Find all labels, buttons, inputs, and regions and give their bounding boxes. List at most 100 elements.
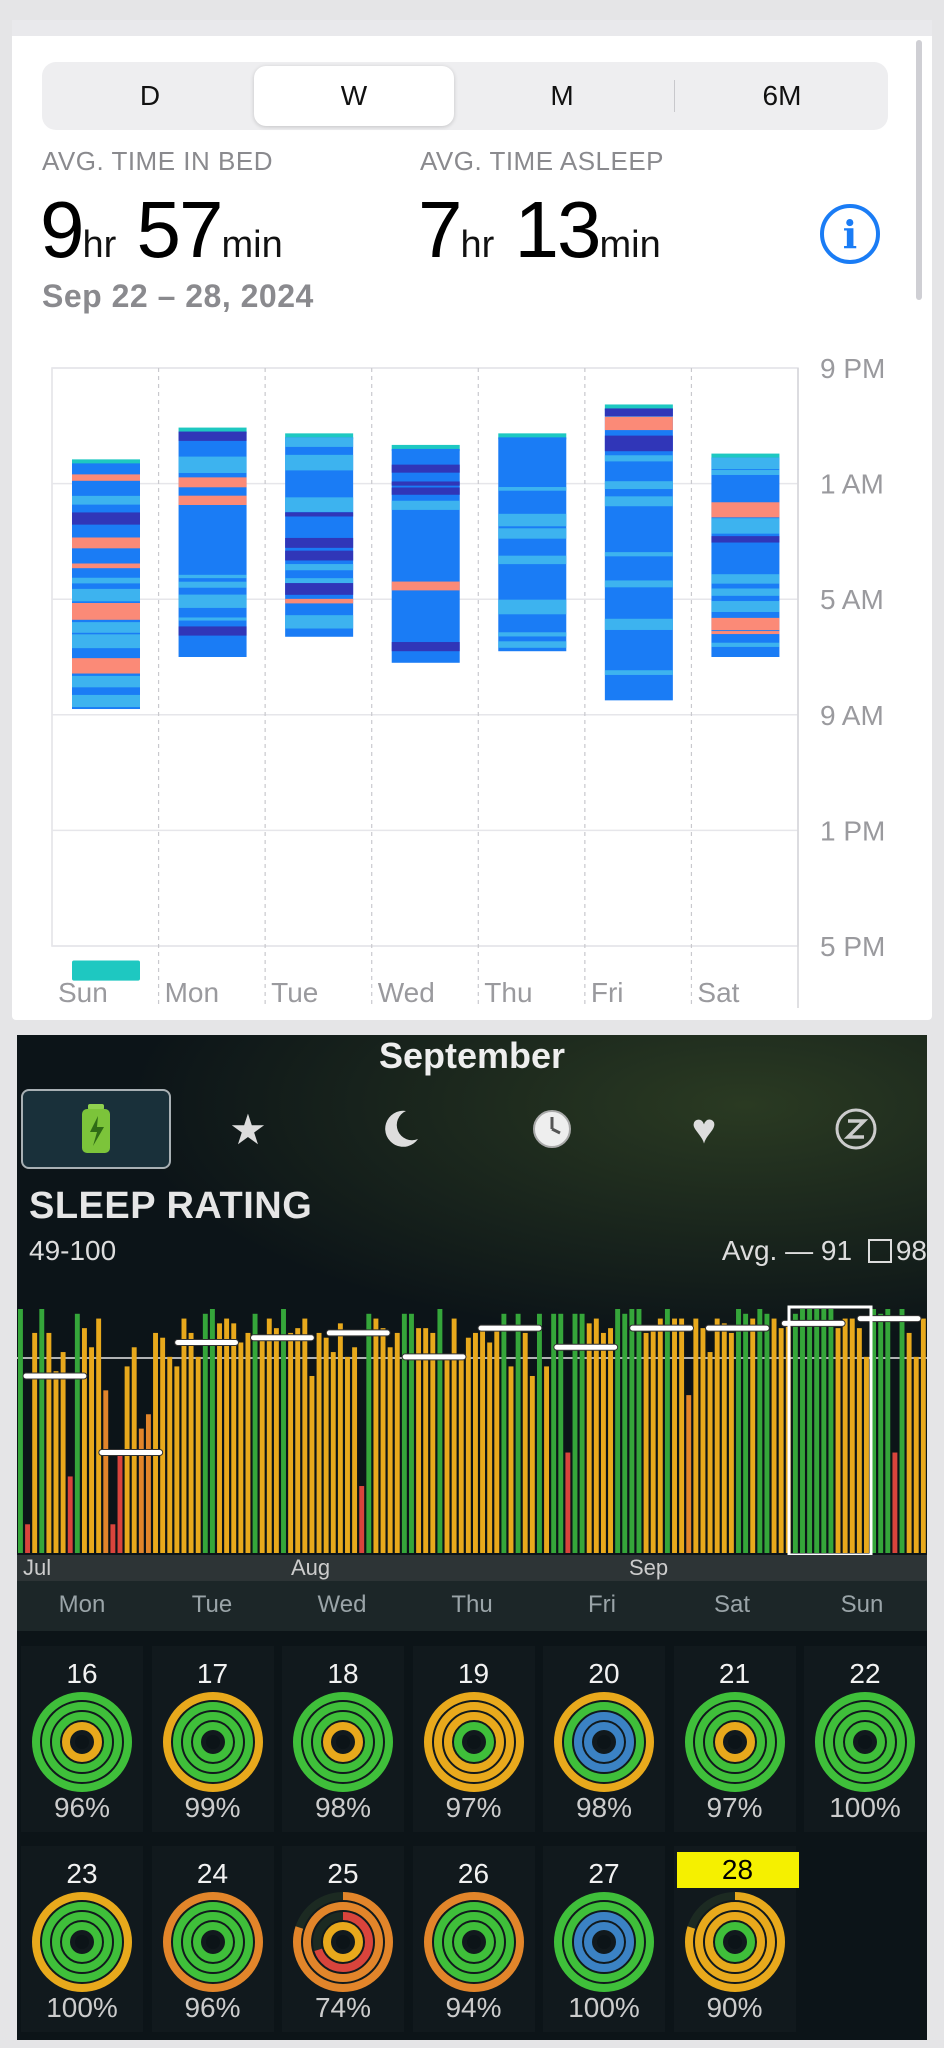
y-tick-label: 9 PM bbox=[820, 353, 885, 384]
calendar-day-16[interactable]: 16 96% bbox=[21, 1646, 143, 1832]
calendar-day-27[interactable]: 27 100% bbox=[543, 1846, 665, 2032]
day-number: 17 bbox=[196, 1658, 229, 1689]
day-rating-percent: 90% bbox=[706, 1992, 763, 2023]
rating-range: 49-100 bbox=[29, 1235, 117, 1266]
weekly-average-marker bbox=[250, 1334, 315, 1342]
day-rating-percent: 98% bbox=[314, 1792, 372, 1823]
sleep-bar-wed bbox=[391, 444, 460, 663]
rating-bar bbox=[899, 1309, 905, 1553]
calendar-day-21[interactable]: 21 97% bbox=[673, 1646, 796, 1832]
tab-star[interactable]: ★ bbox=[173, 1089, 323, 1169]
period-segmented-control: D W M 6M bbox=[42, 62, 888, 130]
zzz-icon bbox=[835, 1108, 877, 1150]
rating-bar bbox=[544, 1366, 550, 1553]
tab-moon[interactable] bbox=[325, 1089, 475, 1169]
x-tick-label: Sun bbox=[58, 977, 108, 1008]
rating-bar bbox=[273, 1328, 279, 1553]
weekday-label: Sat bbox=[713, 1591, 751, 1618]
rating-bar bbox=[800, 1309, 805, 1553]
rating-bar bbox=[295, 1328, 301, 1553]
sleep-bar-fri bbox=[604, 404, 673, 701]
scrollbar[interactable] bbox=[916, 40, 922, 300]
segment-week[interactable]: W bbox=[254, 66, 454, 126]
rating-bar bbox=[814, 1309, 820, 1553]
tab-clock[interactable] bbox=[477, 1089, 627, 1169]
rating-bar bbox=[423, 1328, 429, 1553]
rating-bar bbox=[494, 1328, 500, 1553]
rating-bar bbox=[736, 1309, 741, 1553]
calendar-day-25[interactable]: 25 74% bbox=[282, 1846, 404, 2032]
activity-rings-icon bbox=[32, 1892, 132, 1992]
activity-rings-icon bbox=[293, 1892, 393, 1992]
rating-bar bbox=[195, 1356, 201, 1553]
weekly-average-marker bbox=[553, 1343, 619, 1351]
rating-bar bbox=[451, 1318, 457, 1553]
day-number: 16 bbox=[66, 1658, 98, 1689]
calendar-day-26[interactable]: 26 94% bbox=[412, 1846, 535, 2032]
rating-bar bbox=[700, 1328, 706, 1553]
sleep-summary-panel: D W M 6M AVG. TIME IN BED AVG. TIME ASLE… bbox=[12, 20, 932, 1020]
segment-month[interactable]: M bbox=[550, 80, 574, 111]
rating-bar bbox=[345, 1356, 350, 1553]
segment-day[interactable]: D bbox=[139, 80, 161, 111]
sleep-rating-bars[interactable] bbox=[17, 1267, 927, 1557]
calendar-day-17[interactable]: 17 99% bbox=[151, 1646, 274, 1832]
rating-bar bbox=[188, 1332, 194, 1553]
rating-bar bbox=[579, 1313, 585, 1553]
day-number: 28 bbox=[676, 1852, 799, 1888]
calendar-day-23[interactable]: 23 100% bbox=[21, 1846, 143, 2032]
rating-bar bbox=[842, 1318, 848, 1553]
rating-bar bbox=[778, 1328, 784, 1553]
rating-bar bbox=[103, 1390, 109, 1553]
calendar-day-24[interactable]: 24 96% bbox=[151, 1846, 274, 2032]
rating-bar bbox=[657, 1318, 663, 1553]
weekly-average-marker bbox=[477, 1324, 543, 1332]
rating-bar bbox=[465, 1337, 471, 1553]
battery-icon bbox=[82, 1104, 110, 1153]
rating-bar bbox=[81, 1328, 87, 1553]
rating-bar bbox=[60, 1352, 66, 1553]
rating-bar bbox=[309, 1375, 315, 1553]
rating-bar bbox=[586, 1323, 592, 1553]
x-tick-label: Mon bbox=[165, 977, 219, 1008]
rating-bar bbox=[259, 1337, 265, 1553]
y-tick-label: 1 PM bbox=[820, 815, 885, 846]
rating-bar bbox=[444, 1356, 450, 1553]
top-edge bbox=[12, 20, 932, 36]
calendar-day-28[interactable]: 28 90% bbox=[673, 1846, 799, 2032]
weekday-axis bbox=[17, 1581, 927, 1631]
rating-bar bbox=[558, 1313, 564, 1553]
rating-bar bbox=[458, 1356, 464, 1553]
weekly-average-marker bbox=[325, 1329, 391, 1337]
weekday-label: Thu bbox=[451, 1591, 493, 1618]
sleep-bar-mon bbox=[178, 427, 247, 657]
day-rating-percent: 99% bbox=[184, 1792, 241, 1823]
weekday-label: Wed bbox=[317, 1591, 367, 1618]
rating-bar bbox=[181, 1318, 187, 1553]
day-rating-percent: 100% bbox=[46, 1992, 118, 2023]
avg-time-in-bed-label: AVG. TIME IN BED bbox=[42, 146, 273, 176]
y-tick-label: 5 PM bbox=[820, 931, 885, 962]
calendar-day-20[interactable]: 20 98% bbox=[543, 1646, 665, 1832]
calendar-day-19[interactable]: 19 97% bbox=[412, 1646, 535, 1832]
rating-bar bbox=[437, 1309, 443, 1553]
calendar-day-18[interactable]: 18 98% bbox=[282, 1646, 404, 1832]
rating-bar bbox=[323, 1337, 329, 1553]
rating-bar bbox=[679, 1318, 685, 1553]
calendar-day-22[interactable]: 22 100% bbox=[804, 1646, 926, 1832]
rating-bar bbox=[217, 1323, 222, 1553]
info-icon[interactable]: i bbox=[820, 204, 880, 264]
rating-bar bbox=[707, 1352, 713, 1553]
activity-rings-icon bbox=[554, 1692, 654, 1792]
day-rating-percent: 100% bbox=[829, 1792, 901, 1823]
segment-6-months[interactable]: 6M bbox=[762, 80, 802, 111]
rating-bar bbox=[25, 1524, 31, 1553]
rating-bar bbox=[117, 1452, 123, 1553]
sleep-bar-tue bbox=[285, 433, 354, 637]
tab-battery[interactable] bbox=[21, 1089, 171, 1169]
rating-bar bbox=[46, 1332, 52, 1553]
rating-bar bbox=[593, 1318, 599, 1553]
tab-zzz[interactable] bbox=[781, 1089, 927, 1169]
tab-heart[interactable]: ♥ bbox=[629, 1089, 779, 1169]
weekday-label: Mon bbox=[58, 1591, 106, 1618]
